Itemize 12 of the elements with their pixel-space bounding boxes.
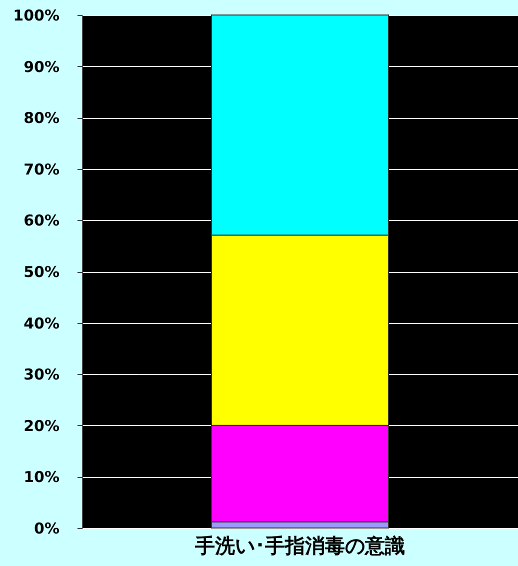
- y-tick-label: 70%: [24, 160, 60, 178]
- y-tick-label: 80%: [24, 109, 60, 128]
- y-tick-label: 100%: [13, 6, 60, 24]
- x-tick-label: 手洗い･手指消毒の意識: [194, 534, 405, 558]
- y-tick-label: 0%: [34, 520, 60, 538]
- y-tick-label: 40%: [24, 314, 60, 332]
- y-tick-label: 10%: [24, 468, 60, 486]
- y-tick-label: 90%: [24, 58, 60, 76]
- y-tick-label: 50%: [24, 263, 60, 281]
- y-tick-label: 60%: [24, 212, 60, 230]
- y-tick-label: 30%: [24, 366, 60, 384]
- y-tick-label: 20%: [24, 416, 60, 435]
